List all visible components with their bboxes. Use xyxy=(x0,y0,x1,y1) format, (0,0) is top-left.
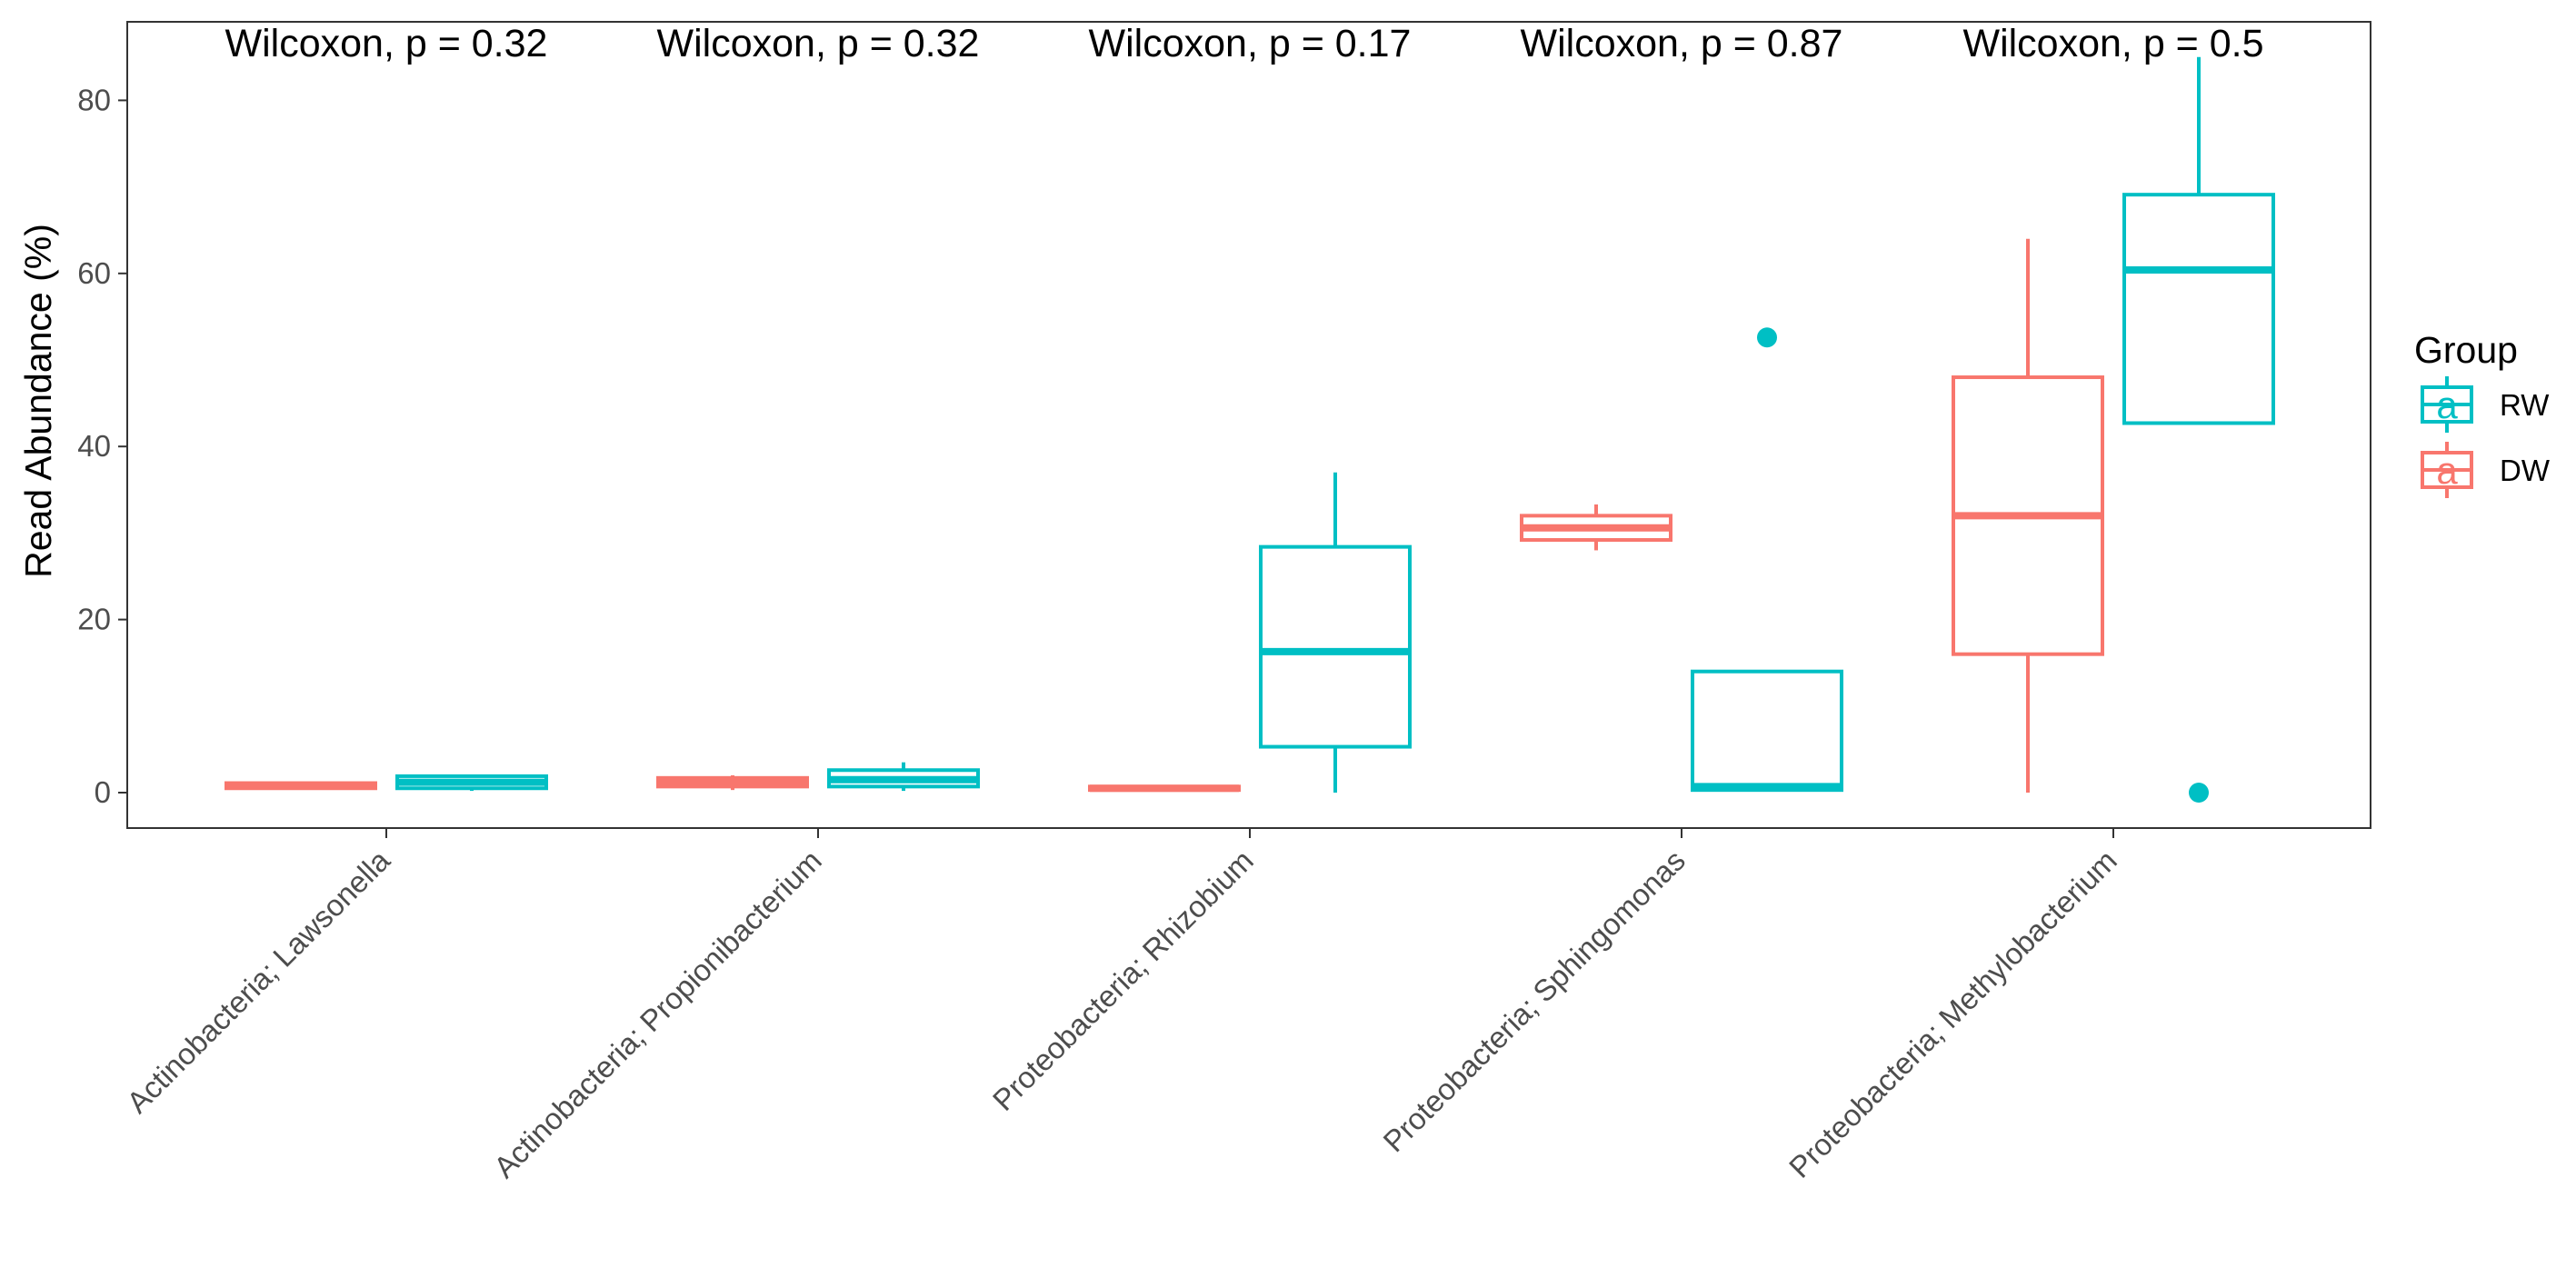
box-rw xyxy=(1259,472,1412,793)
wilcoxon-annotation: Wilcoxon, p = 0.17 xyxy=(1089,22,1412,65)
box-rw xyxy=(2122,56,2275,803)
legend-key-glyph: a xyxy=(2436,449,2458,492)
box-dw xyxy=(1088,784,1241,793)
y-tick-label: 60 xyxy=(77,256,111,290)
y-tick-label: 40 xyxy=(77,429,111,463)
outlier-point xyxy=(2189,783,2209,803)
legend-key-dw: a xyxy=(2421,442,2473,498)
wilcoxon-annotation: Wilcoxon, p = 0.32 xyxy=(657,22,980,65)
wilcoxon-annotations: Wilcoxon, p = 0.32 Wilcoxon, p = 0.32 Wilc… xyxy=(225,22,2264,65)
wilcoxon-annotation: Wilcoxon, p = 0.5 xyxy=(1962,22,2263,65)
legend-label-dw: DW xyxy=(2500,454,2551,487)
box-dw xyxy=(1520,504,1672,551)
box-iqr xyxy=(2122,193,2275,425)
wilcoxon-annotation: Wilcoxon, p = 0.87 xyxy=(1521,22,1843,65)
outlier-point xyxy=(1757,327,1777,348)
box-dw xyxy=(225,781,377,791)
y-tick-label: 80 xyxy=(77,83,111,116)
legend: Group a RW a DW xyxy=(2414,329,2551,498)
x-tick-label: Proteobacteria; Methylobacterium xyxy=(1782,844,2123,1184)
y-axis: 0 20 40 60 80 xyxy=(77,83,127,809)
y-tick-label: 20 xyxy=(77,603,111,636)
chart-marks xyxy=(225,56,2275,803)
box-rw xyxy=(827,762,980,792)
box-iqr xyxy=(1259,544,1412,749)
x-tick-label: Proteobacteria; Sphingomonas xyxy=(1376,844,1692,1159)
legend-label-rw: RW xyxy=(2500,388,2550,422)
box-iqr xyxy=(1691,669,1843,793)
y-axis-title: Read Abundance (%) xyxy=(17,224,59,578)
box-rw xyxy=(395,774,548,792)
x-tick-label: Actinobacteria; Lawsonella xyxy=(120,843,396,1119)
x-axis: Actinobacteria; Lawsonella Actinobacteria… xyxy=(120,828,2123,1184)
legend-key-rw: a xyxy=(2421,376,2473,433)
legend-key-glyph: a xyxy=(2436,384,2458,426)
box-rw xyxy=(1691,327,1843,793)
y-tick-label: 0 xyxy=(95,775,111,809)
x-tick-label: Proteobacteria; Rhizobium xyxy=(986,844,1260,1117)
x-tick-label: Actinobacteria; Propionibacterium xyxy=(487,844,828,1184)
box-dw xyxy=(656,774,809,791)
wilcoxon-annotation: Wilcoxon, p = 0.32 xyxy=(225,22,548,65)
box-dw xyxy=(1952,238,2104,793)
legend-title: Group xyxy=(2414,329,2518,371)
